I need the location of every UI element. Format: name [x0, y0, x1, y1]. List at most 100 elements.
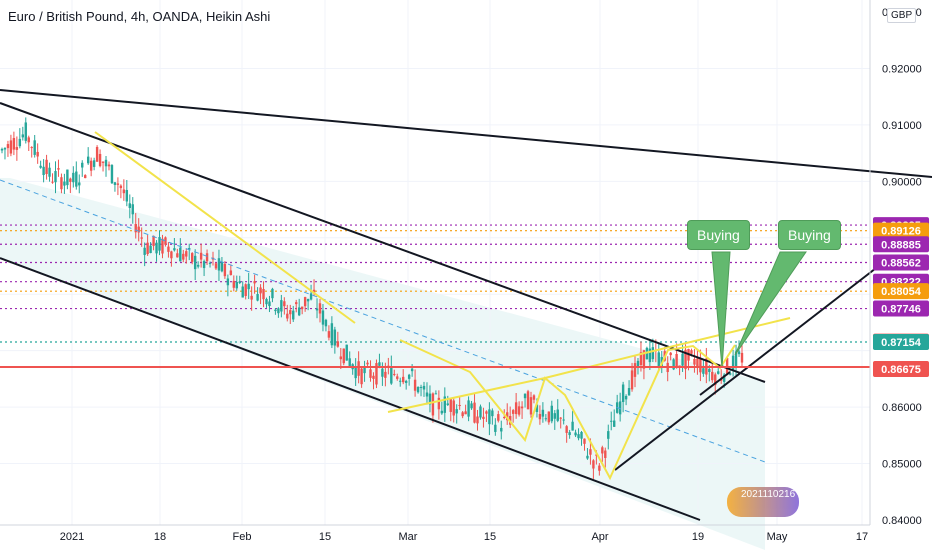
candle-body: [737, 351, 741, 355]
buying-callout-1[interactable]: Buying: [687, 220, 750, 250]
candle-body: [494, 424, 497, 432]
candle-body: [693, 358, 696, 365]
time-axis[interactable]: 2021 18 Feb 15 Mar 15 Apr 19 May 17: [60, 531, 868, 543]
candle-body: [295, 302, 298, 305]
candle-body: [651, 347, 655, 360]
buying-tail-1: [711, 251, 731, 369]
candle-body: [339, 356, 342, 360]
price-badge-label: 0.87746: [881, 304, 921, 316]
candle-body: [731, 355, 735, 371]
candle-body: [535, 404, 539, 412]
candle-body: [274, 309, 277, 312]
candle-body: [107, 164, 111, 167]
candle-body: [333, 329, 337, 346]
candle-body: [523, 393, 527, 399]
candle-body: [393, 373, 396, 375]
candle-body: [36, 151, 39, 157]
candle-body: [125, 189, 129, 202]
upper-trendline-long[interactable]: [0, 89, 932, 178]
candle-body: [122, 189, 126, 194]
candle-body: [672, 359, 675, 370]
buying-callout-2[interactable]: Buying: [778, 220, 841, 250]
candle-body: [592, 460, 595, 469]
yellow-pattern-1[interactable]: [94, 131, 356, 324]
candle-body: [488, 409, 491, 425]
candle-body: [559, 417, 562, 419]
candle-body: [437, 397, 441, 410]
candle-body: [396, 376, 399, 379]
candle-body: [232, 280, 236, 288]
price-badge: [873, 254, 929, 271]
x-tick-label: 18: [154, 531, 166, 543]
price-badge: [873, 333, 929, 350]
x-tick-label: May: [767, 531, 788, 543]
candle-body: [568, 432, 571, 436]
x-tick-label: 17: [856, 531, 868, 543]
candle-body: [149, 245, 152, 254]
candle-body: [470, 403, 473, 409]
candle-body: [476, 416, 479, 424]
candle-body: [491, 410, 494, 417]
candle-body: [449, 399, 452, 412]
candle-body: [113, 182, 117, 185]
candle-body: [455, 409, 458, 414]
candle-body: [532, 395, 536, 400]
candle-body: [574, 432, 577, 436]
candle-body: [399, 380, 402, 382]
support-line-2: [699, 371, 731, 396]
price-badge: [873, 300, 929, 317]
chart-title: Euro / British Pound, 4h, OANDA, Heikin …: [8, 9, 271, 24]
candle-body: [547, 411, 551, 423]
candle-body: [607, 431, 610, 439]
candle-body: [538, 413, 542, 420]
candle-body: [506, 412, 509, 421]
candle-body: [425, 392, 429, 397]
candle-body: [330, 323, 334, 346]
watermark-text: 2021110216: [741, 489, 796, 500]
candle-body: [390, 366, 393, 384]
candle-body: [238, 281, 241, 284]
x-tick-label: 15: [319, 531, 331, 543]
candle-body: [375, 363, 378, 385]
candle-body: [402, 376, 405, 383]
candle-body: [0, 148, 4, 151]
channel-upper-line[interactable]: [0, 102, 766, 383]
candle-body: [624, 395, 628, 400]
candle-body: [589, 449, 592, 455]
candle-body: [86, 156, 90, 164]
yellow-pattern-2[interactable]: [387, 317, 791, 413]
candle-body: [562, 419, 565, 421]
candle-body: [188, 248, 191, 250]
candle-body: [556, 409, 559, 421]
currency-label[interactable]: GBP: [887, 8, 917, 23]
x-tick-label: Mar: [399, 531, 418, 543]
candle-body: [137, 226, 140, 233]
candle-body: [452, 400, 455, 416]
candle-body: [443, 396, 447, 413]
candle-body: [675, 353, 678, 368]
candle-body: [324, 319, 328, 327]
candle-body: [220, 261, 224, 272]
channel-lower-line[interactable]: [0, 257, 701, 521]
candle-body: [633, 363, 637, 377]
candle-body: [42, 166, 45, 176]
candle-body: [482, 416, 485, 419]
candle-body: [526, 391, 530, 410]
candle-body: [202, 261, 206, 269]
candle-body: [717, 371, 720, 374]
candle-body: [336, 341, 340, 347]
candle-body: [722, 374, 726, 382]
candle-body: [253, 281, 256, 284]
candle-body: [247, 283, 250, 290]
candle-body: [309, 293, 313, 300]
candle-body: [428, 393, 432, 405]
yellow-pattern-3[interactable]: [399, 339, 736, 481]
candle-body: [161, 238, 164, 254]
candle-body: [286, 313, 289, 319]
price-badge: [873, 283, 929, 300]
y-tick-label: 0.84000: [882, 515, 922, 527]
candle-body: [384, 371, 387, 378]
candle-body: [292, 310, 295, 320]
candle-body: [636, 360, 640, 368]
